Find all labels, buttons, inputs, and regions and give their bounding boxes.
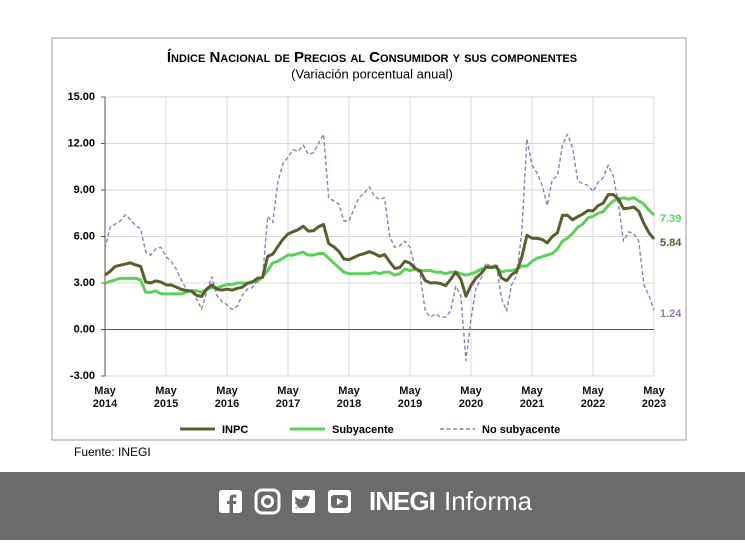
x-tick-label: May 2014 (92, 385, 118, 410)
y-tick-label: 6.00 (74, 230, 95, 242)
x-tick-label: May 2016 (214, 385, 240, 410)
x-tick-label: May 2017 (275, 385, 301, 410)
x-tick-label: May 2018 (336, 385, 362, 410)
brand-bold: INEGI (369, 486, 435, 516)
chart-title: Índice Nacional de Precios al Consumidor… (167, 49, 577, 66)
y-tick-label: 12.00 (67, 137, 95, 149)
y-tick-label: 0.00 (74, 323, 95, 335)
x-tick-label: May 2020 (458, 385, 484, 410)
x-tick-label: May 2023 (641, 385, 667, 410)
social-icons (219, 488, 351, 515)
series-line (104, 133, 655, 362)
x-tick-label: May 2022 (580, 385, 606, 410)
footer-bar (0, 472, 745, 540)
y-tick-label: 15.00 (67, 91, 95, 103)
legend-label: No subyacente (482, 424, 560, 436)
x-tick-label: May 2021 (519, 385, 545, 410)
x-tick-label: May 2015 (153, 385, 179, 410)
series-line (104, 193, 656, 298)
instagram-icon (254, 488, 281, 515)
x-tick-label: May 2019 (397, 385, 423, 410)
y-tick-label: 3.00 (74, 277, 95, 289)
end-label: 7.39 (660, 213, 681, 225)
y-tick-label: 9.00 (74, 184, 95, 196)
source: Fuente: INEGI (74, 445, 151, 459)
y-tick-label: -3.00 (70, 370, 95, 382)
series-line (104, 196, 656, 296)
end-label: 5.84 (660, 237, 682, 249)
chart-subtitle: (Variación porcentual anual) (291, 66, 453, 81)
legend-label: Subyacente (332, 424, 394, 436)
chart-frame (51, 37, 687, 441)
legend-label: INPC (222, 424, 248, 436)
brand: Informa (444, 486, 533, 516)
end-label: 1.24 (660, 308, 682, 320)
